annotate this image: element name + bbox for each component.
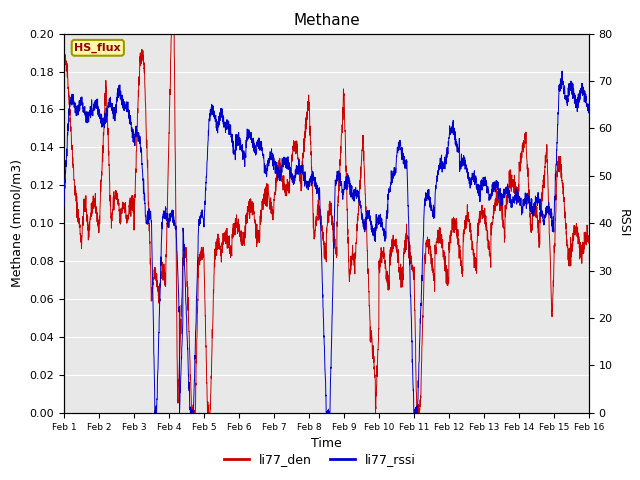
Title: Methane: Methane: [293, 13, 360, 28]
Y-axis label: RSSI: RSSI: [616, 209, 629, 238]
Text: HS_flux: HS_flux: [74, 43, 121, 53]
X-axis label: Time: Time: [311, 437, 342, 450]
Legend: li77_den, li77_rssi: li77_den, li77_rssi: [219, 448, 421, 471]
Y-axis label: Methane (mmol/m3): Methane (mmol/m3): [11, 159, 24, 287]
